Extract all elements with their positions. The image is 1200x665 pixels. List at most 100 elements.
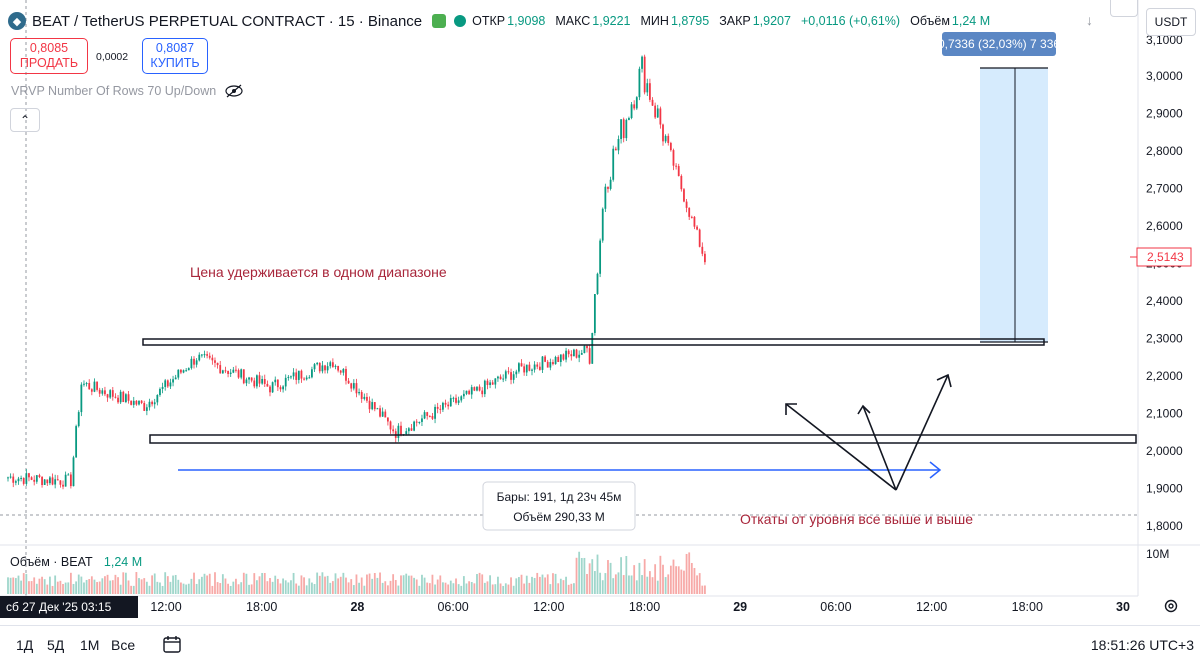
candle-body bbox=[214, 360, 216, 363]
sell-price: 0,8085 bbox=[29, 41, 69, 55]
pullback-arrows bbox=[785, 373, 952, 491]
volume-bar bbox=[69, 572, 72, 594]
volume-bar bbox=[30, 581, 33, 594]
arrow-down-icon[interactable]: ↓ bbox=[1086, 12, 1093, 28]
volume-bar bbox=[17, 575, 20, 594]
candle-body bbox=[269, 386, 271, 393]
candle-body bbox=[690, 216, 693, 218]
volume-bar bbox=[313, 584, 316, 594]
eye-hidden-icon[interactable] bbox=[224, 84, 244, 98]
volume-bar bbox=[54, 575, 57, 594]
volume-bar bbox=[664, 577, 667, 594]
volume-bar bbox=[104, 576, 106, 594]
candle-body bbox=[208, 355, 211, 358]
candle-body bbox=[515, 371, 518, 375]
volume-bar bbox=[481, 574, 484, 594]
buy-button[interactable]: 0,8087 КУПИТЬ bbox=[142, 38, 208, 74]
volume-bar bbox=[111, 580, 114, 594]
candle-body bbox=[379, 408, 381, 417]
candle-body bbox=[512, 374, 515, 380]
candle-body bbox=[182, 370, 185, 373]
candle-body bbox=[371, 402, 374, 410]
timeframe-bar: 1Д 5Д 1М Все 18:51:26 UTC+3 bbox=[0, 625, 1200, 665]
price-tick: 2,3000 bbox=[1146, 332, 1183, 346]
candle-body bbox=[460, 396, 463, 401]
candle-body bbox=[580, 353, 583, 355]
price-chart[interactable]: Цена удерживается в одном диапазоне Отка… bbox=[0, 0, 1200, 625]
candle-body bbox=[546, 361, 549, 368]
candle-body bbox=[311, 369, 313, 378]
open-label: ОТКР bbox=[472, 14, 506, 28]
candle-body bbox=[669, 142, 672, 151]
candle-body bbox=[200, 354, 203, 356]
volume-bar bbox=[698, 573, 701, 594]
candle-body bbox=[12, 476, 15, 483]
volume-bar bbox=[659, 555, 662, 594]
spread-value: 0,0002 bbox=[96, 51, 129, 63]
candle-body bbox=[185, 370, 188, 372]
collapse-button[interactable]: ⌃ bbox=[10, 108, 40, 132]
calendar-goto-icon[interactable] bbox=[162, 634, 182, 654]
volume-bar bbox=[263, 572, 266, 594]
volume-bar bbox=[460, 585, 463, 594]
candle-body bbox=[229, 372, 232, 374]
volume-bar bbox=[174, 574, 177, 594]
sell-button[interactable]: 0,8085 ПРОДАТЬ bbox=[10, 38, 88, 74]
volume-bar bbox=[554, 573, 557, 594]
candle-body bbox=[607, 186, 609, 189]
candle-body bbox=[232, 369, 235, 373]
candle-body bbox=[256, 375, 258, 387]
candle-body bbox=[423, 412, 426, 419]
volume-bar bbox=[604, 573, 607, 594]
currency-selector[interactable]: USDT bbox=[1146, 8, 1196, 36]
volume-bar bbox=[324, 576, 326, 594]
volume-bar bbox=[148, 585, 151, 594]
candle-body bbox=[258, 375, 261, 384]
candle-body bbox=[321, 365, 324, 372]
candle-body bbox=[415, 421, 418, 423]
volume-bar bbox=[667, 574, 670, 594]
volume-bar bbox=[12, 577, 15, 594]
candle-body bbox=[421, 418, 423, 422]
candle-body bbox=[308, 377, 311, 379]
vrvp-indicator[interactable]: VRVP Number Of Rows 70 Up/Down bbox=[11, 84, 244, 98]
volume-bars bbox=[7, 551, 706, 594]
volume-bar bbox=[442, 582, 444, 594]
volume-bar bbox=[457, 584, 460, 594]
candle-body bbox=[360, 391, 363, 399]
volume-bar bbox=[656, 580, 659, 594]
candle-body bbox=[557, 356, 560, 363]
gear-icon[interactable] bbox=[1163, 598, 1179, 614]
candle-body bbox=[159, 388, 161, 395]
timeframe-5d[interactable]: 5Д bbox=[47, 637, 65, 653]
volume-bar bbox=[407, 575, 410, 594]
volume-bar bbox=[465, 583, 468, 594]
volume-bar bbox=[646, 576, 649, 594]
volume-bar bbox=[510, 577, 512, 594]
candle-body bbox=[609, 179, 612, 189]
buy-label: КУПИТЬ bbox=[150, 56, 200, 70]
symbol-title[interactable]: BEAT / TetherUS PERPETUAL CONTRACT · 15 … bbox=[32, 12, 423, 30]
sell-label: ПРОДАТЬ bbox=[19, 56, 79, 70]
timeframe-all[interactable]: Все bbox=[111, 637, 136, 653]
candle-body bbox=[54, 479, 57, 485]
time-tick: 06:00 bbox=[820, 600, 851, 614]
volume-bar bbox=[119, 584, 122, 594]
volume-bar bbox=[638, 562, 641, 594]
timeframe-1d[interactable]: 1Д bbox=[16, 637, 34, 653]
volume-bar bbox=[41, 576, 43, 594]
scroll-control[interactable] bbox=[1110, 0, 1138, 17]
volume-bar bbox=[282, 578, 284, 594]
volume-bar bbox=[478, 572, 481, 594]
candle-body bbox=[667, 135, 670, 143]
volume-bar bbox=[180, 582, 182, 594]
volume-bar bbox=[28, 581, 30, 594]
candle-body bbox=[628, 118, 630, 120]
volume-bar bbox=[573, 583, 575, 594]
clock[interactable]: 18:51:26 UTC+3 bbox=[1090, 637, 1194, 653]
timeframe-1m[interactable]: 1М bbox=[80, 637, 100, 653]
high-value: 1,9221 bbox=[592, 14, 631, 28]
candle-body bbox=[329, 362, 332, 367]
volume-bar bbox=[90, 576, 93, 594]
volume-bar bbox=[211, 585, 214, 594]
